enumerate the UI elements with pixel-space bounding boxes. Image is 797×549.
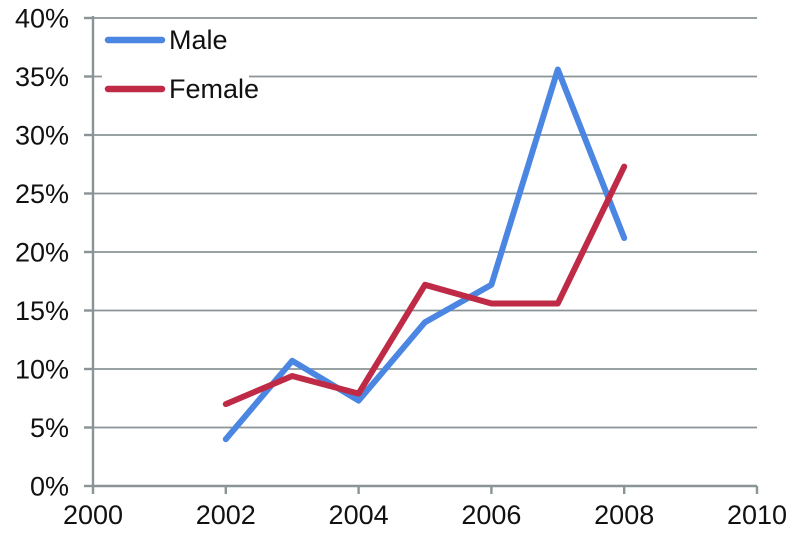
y-tick-label: 30% <box>15 121 69 151</box>
axes <box>91 16 757 488</box>
y-axis-labels: 0% 5% 10% 15% 20% 25% 30% 35% 40% <box>15 4 69 502</box>
y-tick-label: 25% <box>15 179 69 209</box>
legend-male-label: Male <box>169 25 228 55</box>
y-tick-label: 5% <box>30 413 69 443</box>
y-tick-label: 0% <box>30 472 69 502</box>
x-tick-label: 2010 <box>727 500 787 530</box>
x-tick-label: 2004 <box>329 500 389 530</box>
x-tick-label: 2002 <box>196 500 256 530</box>
x-tick-label: 2008 <box>594 500 654 530</box>
axis-ticks <box>84 16 759 494</box>
y-tick-label: 10% <box>15 355 69 385</box>
y-tick-label: 20% <box>15 238 69 268</box>
female-series-line <box>222 163 628 408</box>
y-tick-label: 15% <box>15 296 69 326</box>
male-series-line <box>222 66 628 443</box>
y-tick-label: 40% <box>15 4 69 34</box>
y-tick-label: 35% <box>15 62 69 92</box>
x-tick-label: 2006 <box>461 500 521 530</box>
legend: Male Female <box>102 24 259 106</box>
x-axis-labels: 2000 2002 2004 2006 2008 2010 <box>63 500 787 530</box>
x-tick-label: 2000 <box>63 500 123 530</box>
legend-female-label: Female <box>169 74 259 104</box>
